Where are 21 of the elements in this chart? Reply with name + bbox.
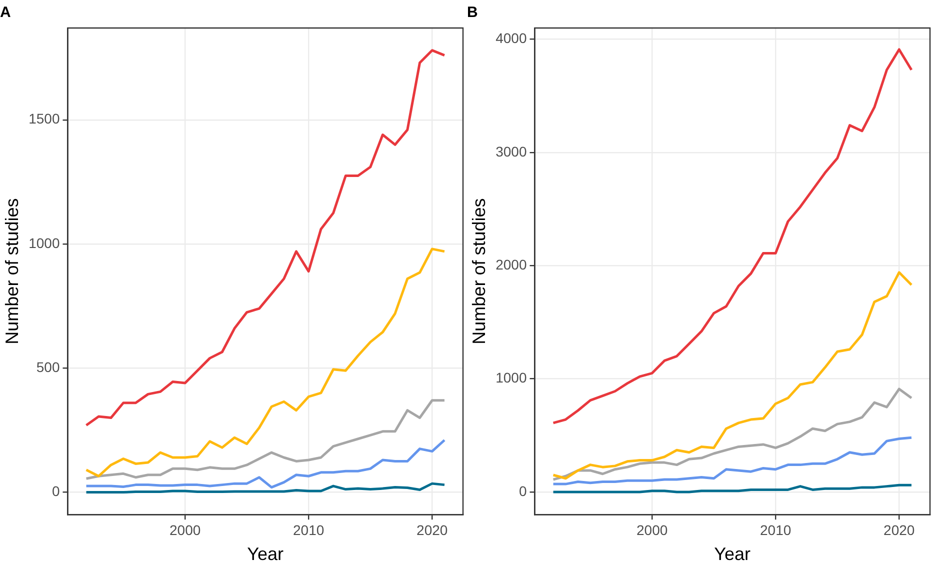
y-tick-label: 1000 — [28, 234, 60, 251]
chart-title: B — [467, 4, 478, 22]
y-tick-label: 0 — [52, 483, 60, 500]
y-tick-label: 1500 — [28, 110, 60, 127]
y-axis-title: Number of studies — [468, 198, 489, 344]
x-tick-label: 2020 — [884, 522, 915, 538]
x-tick-label: 2020 — [416, 522, 448, 538]
x-tick-label: 2000 — [636, 522, 668, 538]
chart-title: A — [0, 4, 11, 22]
x-axis-title: Year — [714, 544, 751, 564]
y-tick-label: 1000 — [496, 370, 527, 386]
y-tick-label: 0 — [518, 482, 527, 499]
x-axis-title: Year — [247, 544, 284, 564]
y-tick-label: 4000 — [496, 30, 527, 46]
x-tick-label: 2010 — [760, 522, 792, 538]
y-tick-label: 3000 — [496, 143, 527, 160]
x-tick-label: 2010 — [293, 522, 324, 538]
x-tick-label: 2000 — [170, 522, 201, 538]
y-tick-label: 2000 — [496, 256, 527, 272]
y-tick-label: 500 — [36, 358, 60, 375]
y-axis-title: Number of studies — [2, 198, 22, 344]
